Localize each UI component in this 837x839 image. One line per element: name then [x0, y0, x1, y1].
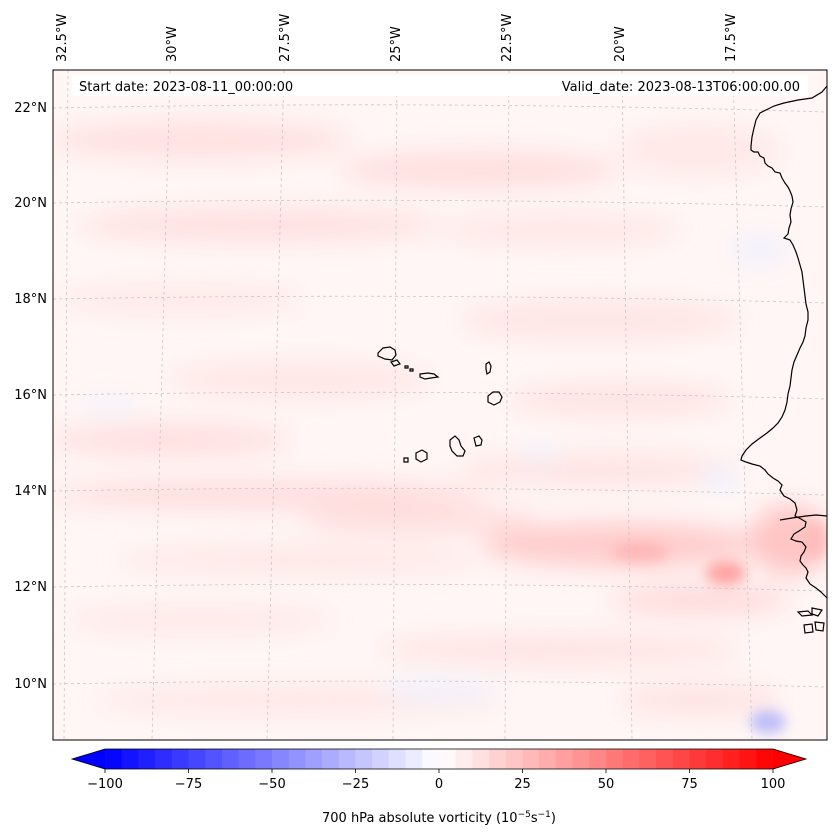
- lat-label: 12°N: [14, 580, 47, 595]
- lat-label: 14°N: [14, 484, 47, 499]
- colorbar-cell: [689, 749, 707, 769]
- colorbar-cell: [539, 749, 557, 769]
- colorbar-cell: [706, 749, 724, 769]
- colorbar-cell: [672, 749, 691, 769]
- colorbar-cell: [105, 749, 123, 769]
- lon-label: 25°W: [389, 26, 404, 62]
- colorbar-cell: [272, 749, 290, 769]
- colorbar: −100 −75 −50 −25 0 25 50 75 100 700 hPa absolute…: [70, 748, 808, 826]
- colorbar-max-extend: [773, 749, 806, 769]
- map-gridlines: [53, 70, 827, 740]
- colorbar-cell: [322, 749, 340, 769]
- cabo-verde-fogo: [415, 449, 428, 463]
- map-panel: [53, 70, 827, 740]
- cabo-verde-sao-nicolau: [419, 372, 440, 380]
- colorbar-tick-label: 0: [435, 777, 443, 792]
- colorbar-cells: [105, 749, 774, 769]
- colorbar-cell: [288, 749, 306, 769]
- cabo-verde-boa-vista: [487, 391, 503, 406]
- longitude-labels: 32.5°W 30°W 27.5°W 25°W 22.5°W 20°W 17.5…: [55, 14, 739, 62]
- colorbar-cell: [388, 749, 407, 769]
- lat-label: 16°N: [14, 388, 47, 403]
- colorbar-tick-label: 50: [598, 777, 615, 792]
- lat-label: 20°N: [14, 196, 47, 211]
- colorbar-cell: [221, 749, 240, 769]
- start-date-label: Start date: 2023-08-11_00:00:00: [79, 80, 293, 95]
- colorbar-tick-label: −25: [342, 777, 369, 792]
- colorbar-cell: [572, 749, 590, 769]
- lon-label: 32.5°W: [55, 14, 70, 62]
- lon-label: 30°W: [165, 26, 180, 62]
- colorbar-cell: [255, 749, 273, 769]
- colorbar-tick-label: −75: [175, 777, 202, 792]
- colorbar-cell: [238, 749, 256, 769]
- colorbar-cell: [622, 749, 640, 769]
- colorbar-cell: [439, 749, 457, 769]
- cabo-verde-santa-luzia: [404, 365, 414, 372]
- colorbar-tick-label: −100: [87, 777, 123, 792]
- colorbar-cell: [188, 749, 206, 769]
- cabo-verde-sal: [485, 361, 492, 375]
- colorbar-label: 700 hPa absolute vorticity (10−5s−1): [322, 810, 556, 826]
- lat-label: 10°N: [14, 677, 47, 692]
- colorbar-cell: [472, 749, 490, 769]
- colorbar-tick-label: 75: [681, 777, 698, 792]
- colorbar-cell: [205, 749, 223, 769]
- lon-label: 22.5°W: [500, 14, 515, 62]
- map-frame: [52, 69, 828, 741]
- colorbar-tick-label: 100: [761, 777, 786, 792]
- coastlines: [377, 85, 827, 634]
- colorbar-cell: [589, 749, 607, 769]
- gambia-river-outline: [779, 514, 827, 521]
- colorbar-cell: [489, 749, 507, 769]
- colorbar-tick-label: 25: [514, 777, 531, 792]
- date-label-box: [72, 75, 808, 96]
- colorbar-cell: [639, 749, 657, 769]
- colorbar-cell: [505, 749, 524, 769]
- colorbar-cell: [656, 749, 674, 769]
- colorbar-cell: [305, 749, 323, 769]
- lon-label: 17.5°W: [724, 14, 739, 62]
- colorbar-cell: [405, 749, 423, 769]
- colorbar-ticks: −100 −75 −50 −25 0 25 50 75 100: [87, 769, 785, 792]
- colorbar-cell: [155, 749, 173, 769]
- valid-date-label: Valid_date: 2023-08-13T06:00:00.00: [562, 80, 800, 95]
- colorbar-cell: [338, 749, 357, 769]
- colorbar-cell: [739, 749, 757, 769]
- lat-label: 18°N: [14, 292, 47, 307]
- colorbar-cell: [606, 749, 624, 769]
- colorbar-cell: [455, 749, 473, 769]
- colorbar-cell: [372, 749, 390, 769]
- bijagos-islands: [796, 607, 825, 634]
- vorticity-field: [53, 120, 827, 716]
- colorbar-cell: [355, 749, 373, 769]
- lon-label: 20°W: [613, 26, 628, 62]
- colorbar-cell: [555, 749, 574, 769]
- lat-label: 22°N: [14, 101, 47, 116]
- colorbar-cell: [138, 749, 156, 769]
- colorbar-tick-label: −50: [258, 777, 285, 792]
- colorbar-cell: [422, 749, 440, 769]
- colorbar-cell: [121, 749, 139, 769]
- cabo-verde-maio: [473, 435, 483, 447]
- vorticity-maxima: [612, 522, 827, 734]
- lon-label: 27.5°W: [278, 14, 293, 62]
- cabo-verde-brava: [403, 457, 409, 463]
- latitude-labels: 22°N 20°N 18°N 16°N 14°N 12°N 10°N: [14, 101, 47, 692]
- cabo-verde-santo-antao: [377, 346, 397, 361]
- colorbar-cell: [522, 749, 540, 769]
- cabo-verde-sao-vicente: [390, 359, 401, 367]
- cabo-verde-santiago: [449, 435, 466, 457]
- colorbar-cell: [171, 749, 190, 769]
- colorbar-min-extend: [72, 749, 105, 769]
- africa-coastline: [740, 85, 827, 599]
- colorbar-cell: [756, 749, 774, 769]
- colorbar-cell: [722, 749, 741, 769]
